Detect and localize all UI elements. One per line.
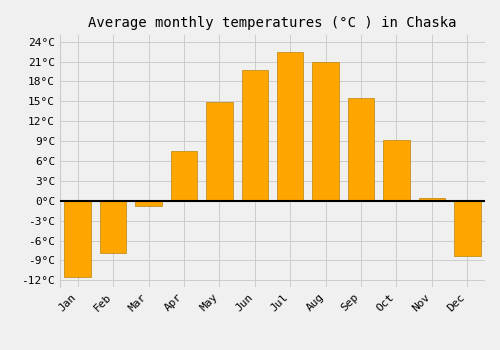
- Bar: [383, 140, 409, 201]
- Bar: [64, 201, 91, 277]
- Bar: [348, 98, 374, 201]
- Bar: [206, 102, 233, 201]
- Bar: [170, 151, 197, 201]
- Bar: [242, 70, 268, 201]
- Bar: [312, 62, 339, 201]
- Bar: [277, 51, 303, 201]
- Title: Average monthly temperatures (°C ) in Chaska: Average monthly temperatures (°C ) in Ch…: [88, 16, 457, 30]
- Bar: [100, 201, 126, 252]
- Bar: [136, 201, 162, 206]
- Bar: [454, 201, 480, 256]
- Bar: [418, 198, 445, 201]
